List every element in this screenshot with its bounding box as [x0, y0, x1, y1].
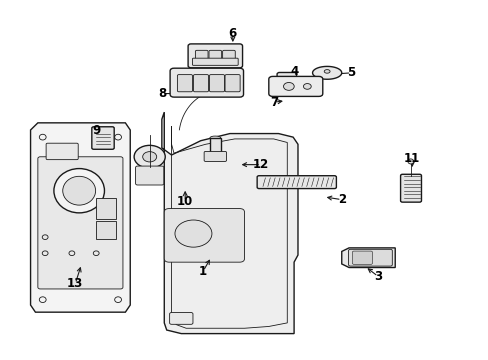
Ellipse shape	[39, 134, 46, 140]
Ellipse shape	[42, 251, 48, 256]
FancyBboxPatch shape	[170, 68, 243, 97]
FancyBboxPatch shape	[188, 44, 242, 68]
Text: 12: 12	[252, 158, 268, 171]
Text: 9: 9	[92, 124, 100, 137]
Ellipse shape	[283, 82, 294, 90]
Ellipse shape	[209, 136, 220, 140]
Bar	[96, 198, 116, 219]
FancyBboxPatch shape	[208, 50, 221, 64]
FancyBboxPatch shape	[177, 75, 192, 92]
FancyBboxPatch shape	[192, 58, 238, 65]
Ellipse shape	[42, 235, 48, 239]
Polygon shape	[209, 138, 220, 153]
FancyBboxPatch shape	[224, 75, 240, 92]
FancyBboxPatch shape	[38, 157, 122, 289]
FancyBboxPatch shape	[277, 72, 296, 86]
Ellipse shape	[54, 168, 104, 213]
FancyBboxPatch shape	[400, 174, 421, 202]
FancyBboxPatch shape	[348, 249, 391, 266]
FancyBboxPatch shape	[169, 312, 193, 324]
Text: 4: 4	[289, 64, 298, 77]
Polygon shape	[162, 112, 297, 334]
FancyBboxPatch shape	[257, 176, 336, 189]
Text: 3: 3	[373, 270, 382, 283]
FancyBboxPatch shape	[209, 75, 224, 92]
FancyBboxPatch shape	[46, 143, 78, 159]
Ellipse shape	[303, 84, 310, 89]
Text: 11: 11	[403, 152, 420, 165]
FancyBboxPatch shape	[135, 166, 163, 185]
Bar	[96, 221, 116, 239]
Polygon shape	[312, 66, 341, 79]
Polygon shape	[341, 248, 394, 267]
Ellipse shape	[324, 69, 329, 73]
Ellipse shape	[69, 251, 75, 256]
Text: 13: 13	[67, 277, 83, 290]
Ellipse shape	[175, 220, 211, 247]
Text: 1: 1	[199, 265, 207, 278]
Ellipse shape	[284, 91, 289, 94]
FancyBboxPatch shape	[222, 50, 235, 64]
FancyBboxPatch shape	[268, 76, 322, 96]
FancyBboxPatch shape	[164, 208, 244, 262]
Polygon shape	[30, 123, 130, 312]
Text: 10: 10	[177, 195, 193, 208]
FancyBboxPatch shape	[352, 251, 372, 264]
FancyBboxPatch shape	[193, 75, 208, 92]
Ellipse shape	[115, 134, 121, 140]
FancyBboxPatch shape	[203, 152, 226, 161]
Text: 8: 8	[159, 87, 166, 100]
Text: 5: 5	[346, 66, 355, 79]
Text: 2: 2	[337, 193, 345, 206]
Ellipse shape	[142, 152, 156, 162]
Ellipse shape	[93, 251, 99, 256]
FancyBboxPatch shape	[92, 127, 114, 149]
Text: 6: 6	[228, 27, 237, 40]
Ellipse shape	[39, 297, 46, 302]
Text: 7: 7	[270, 96, 278, 109]
Ellipse shape	[115, 297, 121, 302]
Ellipse shape	[407, 159, 413, 164]
Ellipse shape	[62, 176, 96, 205]
Ellipse shape	[134, 145, 165, 168]
FancyBboxPatch shape	[195, 50, 207, 64]
